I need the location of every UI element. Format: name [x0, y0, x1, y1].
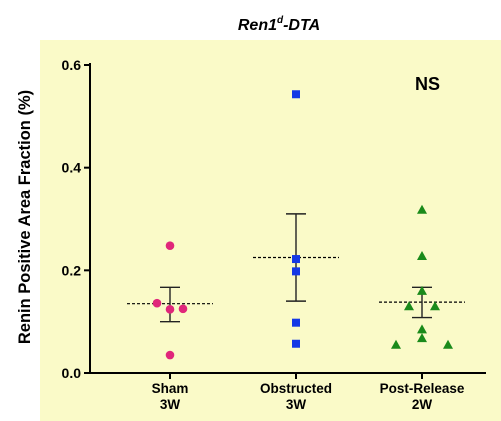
- plot-background: [40, 40, 501, 421]
- x-tick-label-sub: 3W: [160, 397, 181, 412]
- data-point: [165, 241, 175, 250]
- data-point: [292, 339, 300, 348]
- x-tick-label-sub: 2W: [412, 397, 433, 412]
- data-point: [165, 305, 175, 314]
- x-tick-label: Obstructed: [260, 381, 332, 396]
- data-point: [292, 90, 300, 99]
- data-point: [443, 339, 453, 349]
- chart-title: Ren1d-DTA: [238, 15, 320, 34]
- y-tick-label: 0.6: [62, 57, 82, 73]
- data-point: [292, 267, 300, 276]
- data-point: [152, 298, 162, 308]
- data-point: [417, 324, 427, 334]
- x-tick-label: Post-Release: [380, 381, 465, 396]
- title-rest: -DTA: [283, 17, 320, 34]
- axes: 0.00.20.40.6Sham3WObstructed3WPost-Relea…: [62, 57, 486, 412]
- data-point: [292, 318, 300, 327]
- title-base: Ren1: [238, 17, 277, 34]
- y-axis-label: Renin Positive Area Fraction (%): [16, 90, 34, 344]
- data-point: [292, 255, 300, 264]
- chart-marks: [127, 90, 465, 360]
- data-point: [417, 333, 427, 343]
- title-superscript: d: [277, 15, 284, 26]
- data-point: [417, 204, 427, 214]
- data-point: [417, 250, 427, 260]
- y-tick-label: 0.0: [62, 365, 82, 381]
- x-tick-label-sub: 3W: [286, 397, 307, 412]
- data-point: [417, 285, 427, 295]
- x-tick-label: Sham: [152, 381, 189, 396]
- data-point: [404, 301, 414, 311]
- data-point: [430, 301, 440, 311]
- y-tick-label: 0.4: [62, 160, 82, 176]
- data-point: [178, 304, 188, 314]
- data-point: [165, 350, 175, 360]
- ns-annotation: NS: [415, 74, 440, 94]
- data-point: [391, 339, 401, 349]
- y-tick-label: 0.2: [62, 262, 82, 278]
